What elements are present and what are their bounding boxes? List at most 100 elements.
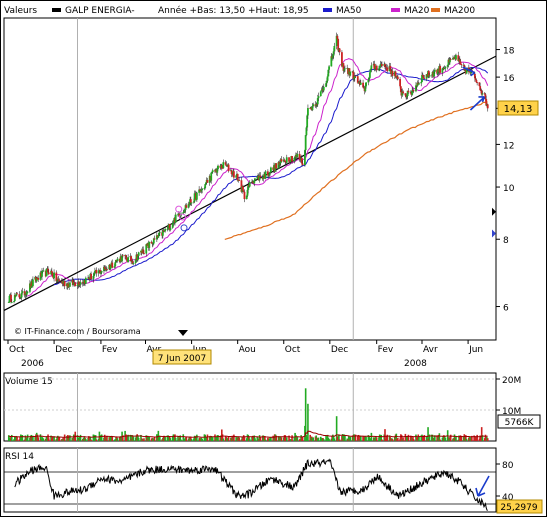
candle-body (132, 262, 135, 264)
volume-bar (391, 438, 394, 441)
volume-bar (415, 437, 418, 441)
right-marker-icon (492, 229, 496, 238)
volume-bar (378, 434, 381, 441)
volume-bar (288, 435, 290, 441)
candle-body (211, 170, 214, 173)
candle-body (198, 189, 201, 193)
rsi-ytick-label: 80 (502, 461, 514, 471)
candle-body (81, 282, 84, 284)
candle-body (269, 171, 272, 174)
candle-body (304, 135, 307, 151)
candle-body (336, 35, 339, 39)
candle-body (137, 252, 140, 256)
volume-bar (222, 438, 225, 441)
candle-body (72, 282, 75, 285)
ma20-line (27, 58, 489, 297)
candle-body (240, 180, 243, 192)
candle-body (111, 262, 114, 268)
volume-bar (47, 438, 50, 441)
candle-body (306, 115, 309, 128)
candle-body (270, 167, 272, 172)
candle-body (411, 90, 414, 95)
volume-bar (338, 439, 341, 441)
volume-bar (42, 438, 45, 441)
candle-body (201, 188, 204, 191)
candle-body (341, 52, 343, 67)
price-xtick-label: Dec (55, 345, 72, 355)
candle-body (125, 257, 128, 261)
candle-body (354, 75, 357, 77)
candle-body (198, 189, 201, 191)
candle-body (246, 189, 249, 196)
volume-bar (307, 403, 309, 441)
volume-bar (251, 435, 254, 441)
candle-body (15, 293, 18, 297)
candle-body (8, 295, 11, 303)
candle-body (409, 92, 412, 94)
volume-bar (190, 438, 193, 441)
volume-bar (439, 439, 441, 441)
candle-body (182, 212, 185, 214)
price-ytick-label: 6 (503, 304, 509, 314)
volume-bar (79, 434, 82, 441)
price-year-label: 2008 (404, 359, 427, 369)
candle-body (284, 160, 287, 162)
candle-body (204, 184, 207, 189)
volume-bar (21, 435, 24, 441)
volume-bar (360, 436, 362, 441)
up-arrow-icon (469, 96, 486, 111)
candle-body (142, 249, 145, 254)
ma200-line (224, 101, 488, 240)
legend-ma50-swatch (323, 8, 332, 12)
candle-body (391, 70, 394, 76)
candle-body (441, 68, 444, 73)
candle-body (41, 271, 43, 277)
candle-body (305, 127, 308, 136)
candle-body (342, 63, 345, 71)
candle-body (443, 68, 446, 70)
candle-body (158, 232, 161, 234)
volume-ytick-label: 10M (502, 407, 521, 417)
volume-bar (438, 433, 441, 441)
candle-body (338, 48, 341, 53)
candle-body (404, 93, 407, 96)
volume-bar (453, 434, 456, 441)
volume-bar (85, 438, 87, 441)
volume-bar (412, 439, 415, 441)
volume-bar (471, 435, 473, 441)
rsi-last-tag: 25,2979 (496, 499, 543, 514)
candle-body (262, 176, 265, 179)
candle-body (16, 293, 18, 295)
last-price-label: 14,13 (504, 104, 533, 115)
candle-body (99, 270, 102, 274)
candle-body (134, 259, 137, 263)
volume-bar (465, 435, 467, 441)
candle-body (157, 236, 160, 238)
rsi-line (14, 458, 488, 511)
candle-body (200, 190, 203, 192)
crossover-markers (175, 205, 188, 232)
volume-bar (16, 436, 18, 441)
volume-bar (328, 438, 330, 441)
crossover-marker-icon (179, 213, 187, 221)
candle-body (331, 55, 334, 58)
candle-body (421, 75, 423, 82)
legend-valeurs: Valeurs (4, 6, 37, 16)
right-side-markers (492, 207, 496, 238)
volume-bar (254, 438, 256, 441)
candle-body (399, 86, 402, 93)
candle-body (433, 69, 436, 72)
candle-body (430, 74, 433, 76)
volume-bar (47, 434, 49, 441)
candle-body (325, 83, 327, 87)
candle-body (205, 182, 207, 185)
candle-body (93, 271, 96, 274)
candle-body (369, 69, 372, 73)
volume-bar (347, 436, 350, 441)
volume-bar (204, 434, 206, 441)
candle-body (449, 59, 452, 61)
candle-body (480, 90, 483, 95)
legend-stock-swatch (52, 8, 61, 12)
candle-body (433, 71, 435, 77)
